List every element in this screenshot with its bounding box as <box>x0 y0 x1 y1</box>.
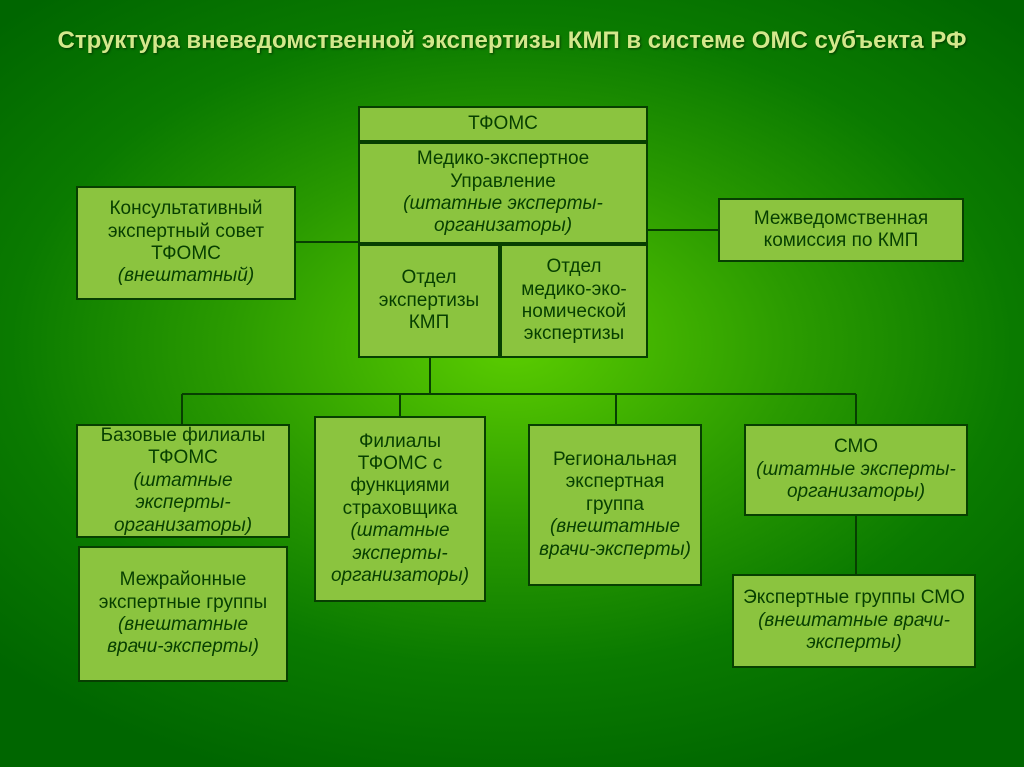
node-subtitle: (штатные эксперты-организаторы) <box>324 520 476 587</box>
node-smo-groups: Экспертные группы СМО (внештатные врачи-… <box>732 574 976 668</box>
node-subtitle: (внештатные врачи-эксперты) <box>538 516 692 561</box>
node-label: Отдел экспертизы КМП <box>368 267 490 334</box>
node-advisory: Консультативный экспертный совет ТФОМС (… <box>76 186 296 300</box>
node-base-branch: Базовые филиалы ТФОМС (штатные эксперты-… <box>76 424 290 538</box>
node-label: Консультативный экспертный совет ТФОМС <box>86 198 286 265</box>
node-label: Медико-экспертное Управление <box>368 148 638 193</box>
node-intercom: Межведомственная комиссия по КМП <box>718 198 964 262</box>
node-dep-econ: Отдел медико-эко-номической экспертизы <box>500 244 648 358</box>
node-subtitle: (внештатные врачи-эксперты) <box>742 610 966 655</box>
node-branch-ins: Филиалы ТФОМС с функциями страховщика (ш… <box>314 416 486 602</box>
diagram-title: Структура вневедомственной экспертизы КМ… <box>0 26 1024 56</box>
node-smo: СМО (штатные эксперты-организаторы) <box>744 424 968 516</box>
node-label: Межрайонные экспертные группы <box>88 569 278 614</box>
node-regional: Региональная экспертная группа (внештатн… <box>528 424 702 586</box>
node-label: Филиалы ТФОМС с функциями страховщика <box>324 431 476 521</box>
node-subtitle: (внештатные врачи-эксперты) <box>88 614 278 659</box>
node-label: Базовые филиалы ТФОМС <box>86 425 280 470</box>
node-dep-kmp: Отдел экспертизы КМП <box>358 244 500 358</box>
node-tfoms: ТФОМС <box>358 106 648 142</box>
node-subtitle: (внештатный) <box>118 265 254 287</box>
node-interdist: Межрайонные экспертные группы (внештатны… <box>78 546 288 682</box>
node-label: Межведомственная комиссия по КМП <box>728 208 954 253</box>
node-label: Региональная экспертная группа <box>538 449 692 516</box>
node-med-upr: Медико-экспертное Управление (штатные эк… <box>358 142 648 244</box>
node-subtitle: (штатные эксперты-организаторы) <box>86 470 280 537</box>
node-subtitle: (штатные эксперты-организаторы) <box>368 193 638 238</box>
node-label: Экспертные группы СМО <box>743 587 965 609</box>
node-label: СМО <box>834 436 878 458</box>
node-label: ТФОМС <box>468 113 538 135</box>
node-label: Отдел медико-эко-номической экспертизы <box>510 256 638 346</box>
node-subtitle: (штатные эксперты-организаторы) <box>754 459 958 504</box>
